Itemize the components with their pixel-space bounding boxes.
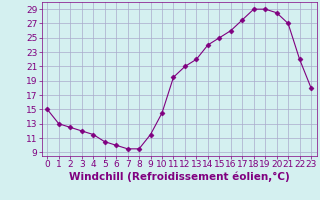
X-axis label: Windchill (Refroidissement éolien,°C): Windchill (Refroidissement éolien,°C): [69, 172, 290, 182]
